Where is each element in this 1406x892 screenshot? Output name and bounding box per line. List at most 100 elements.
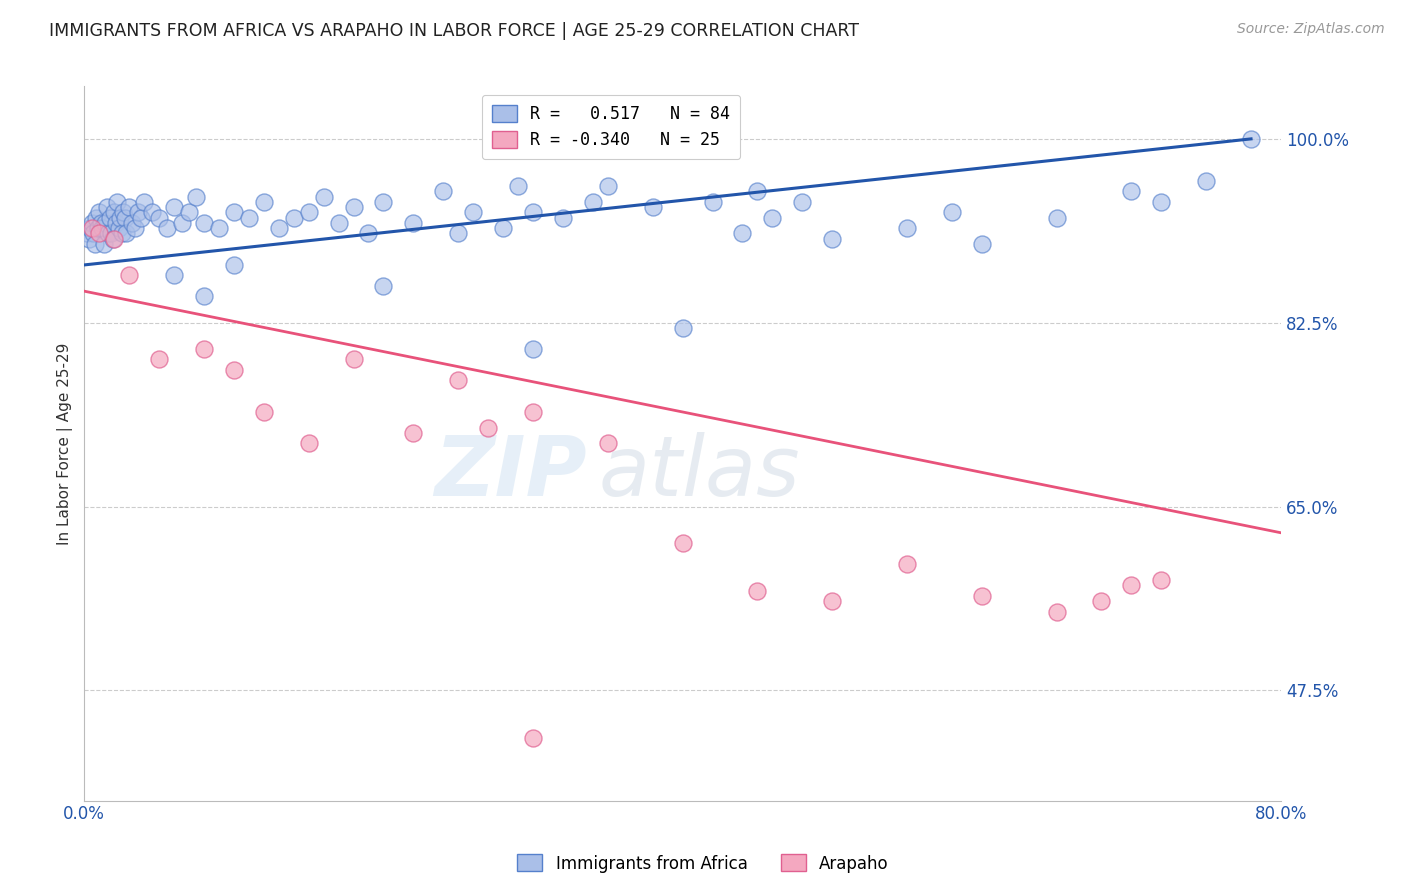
Point xyxy=(193,289,215,303)
Legend: R =   0.517   N = 84, R = -0.340   N = 25: R = 0.517 N = 84, R = -0.340 N = 25 xyxy=(482,95,740,160)
Point xyxy=(89,227,111,241)
Point xyxy=(163,200,186,214)
Point xyxy=(118,200,141,214)
Point xyxy=(104,216,127,230)
Point xyxy=(522,731,544,745)
Point xyxy=(896,221,918,235)
Point xyxy=(76,227,98,241)
Point xyxy=(492,221,515,235)
Point xyxy=(747,583,769,598)
Point xyxy=(94,216,117,230)
Point xyxy=(186,189,208,203)
Point xyxy=(1045,605,1067,619)
Point xyxy=(342,352,364,367)
Point xyxy=(1150,194,1173,209)
Point xyxy=(312,189,335,203)
Point xyxy=(105,194,128,209)
Point xyxy=(80,216,103,230)
Point xyxy=(672,536,695,550)
Point xyxy=(100,227,122,241)
Point xyxy=(148,352,170,367)
Point xyxy=(83,236,105,251)
Point xyxy=(641,200,664,214)
Point xyxy=(896,558,918,572)
Point xyxy=(328,216,350,230)
Point xyxy=(222,363,245,377)
Point xyxy=(238,211,260,225)
Point xyxy=(1240,132,1263,146)
Point xyxy=(506,179,529,194)
Point xyxy=(108,211,131,225)
Point xyxy=(1090,594,1112,608)
Point xyxy=(163,268,186,283)
Point xyxy=(87,221,110,235)
Point xyxy=(115,227,138,241)
Point xyxy=(112,205,135,219)
Point xyxy=(447,374,470,388)
Point xyxy=(97,227,120,241)
Point xyxy=(129,211,152,225)
Point xyxy=(298,436,321,450)
Point xyxy=(551,211,574,225)
Point xyxy=(193,342,215,356)
Point xyxy=(402,216,425,230)
Point xyxy=(821,594,844,608)
Point xyxy=(80,221,103,235)
Point xyxy=(107,221,129,235)
Point xyxy=(177,205,200,219)
Point xyxy=(1150,573,1173,587)
Point xyxy=(118,268,141,283)
Y-axis label: In Labor Force | Age 25-29: In Labor Force | Age 25-29 xyxy=(58,343,73,545)
Point xyxy=(103,205,125,219)
Point xyxy=(702,194,724,209)
Point xyxy=(970,589,993,603)
Point xyxy=(208,221,231,235)
Point xyxy=(96,200,118,214)
Point xyxy=(82,227,104,241)
Point xyxy=(1121,578,1143,592)
Point xyxy=(373,194,395,209)
Point xyxy=(79,221,101,235)
Text: Source: ZipAtlas.com: Source: ZipAtlas.com xyxy=(1237,22,1385,37)
Point xyxy=(89,205,111,219)
Text: atlas: atlas xyxy=(599,432,800,513)
Point xyxy=(447,227,470,241)
Point xyxy=(432,185,454,199)
Point xyxy=(747,185,769,199)
Point xyxy=(821,232,844,246)
Legend: Immigrants from Africa, Arapaho: Immigrants from Africa, Arapaho xyxy=(510,847,896,880)
Point xyxy=(941,205,963,219)
Point xyxy=(111,227,134,241)
Point xyxy=(127,205,149,219)
Point xyxy=(103,232,125,246)
Text: IMMIGRANTS FROM AFRICA VS ARAPAHO IN LABOR FORCE | AGE 25-29 CORRELATION CHART: IMMIGRANTS FROM AFRICA VS ARAPAHO IN LAB… xyxy=(49,22,859,40)
Point xyxy=(1121,185,1143,199)
Point xyxy=(596,436,619,450)
Point xyxy=(124,221,146,235)
Point xyxy=(1195,174,1218,188)
Point xyxy=(463,205,485,219)
Point xyxy=(283,211,305,225)
Point xyxy=(134,194,156,209)
Point xyxy=(193,216,215,230)
Point xyxy=(267,221,290,235)
Point xyxy=(970,236,993,251)
Point xyxy=(222,258,245,272)
Point xyxy=(253,405,276,419)
Point xyxy=(155,221,177,235)
Point xyxy=(121,216,143,230)
Point xyxy=(792,194,814,209)
Text: ZIP: ZIP xyxy=(434,432,586,513)
Point xyxy=(141,205,163,219)
Point xyxy=(596,179,619,194)
Point xyxy=(1045,211,1067,225)
Point xyxy=(357,227,380,241)
Point xyxy=(90,216,112,230)
Point xyxy=(522,205,544,219)
Point xyxy=(298,205,321,219)
Point xyxy=(582,194,605,209)
Point xyxy=(402,425,425,440)
Point xyxy=(222,205,245,219)
Point xyxy=(101,232,124,246)
Point xyxy=(148,211,170,225)
